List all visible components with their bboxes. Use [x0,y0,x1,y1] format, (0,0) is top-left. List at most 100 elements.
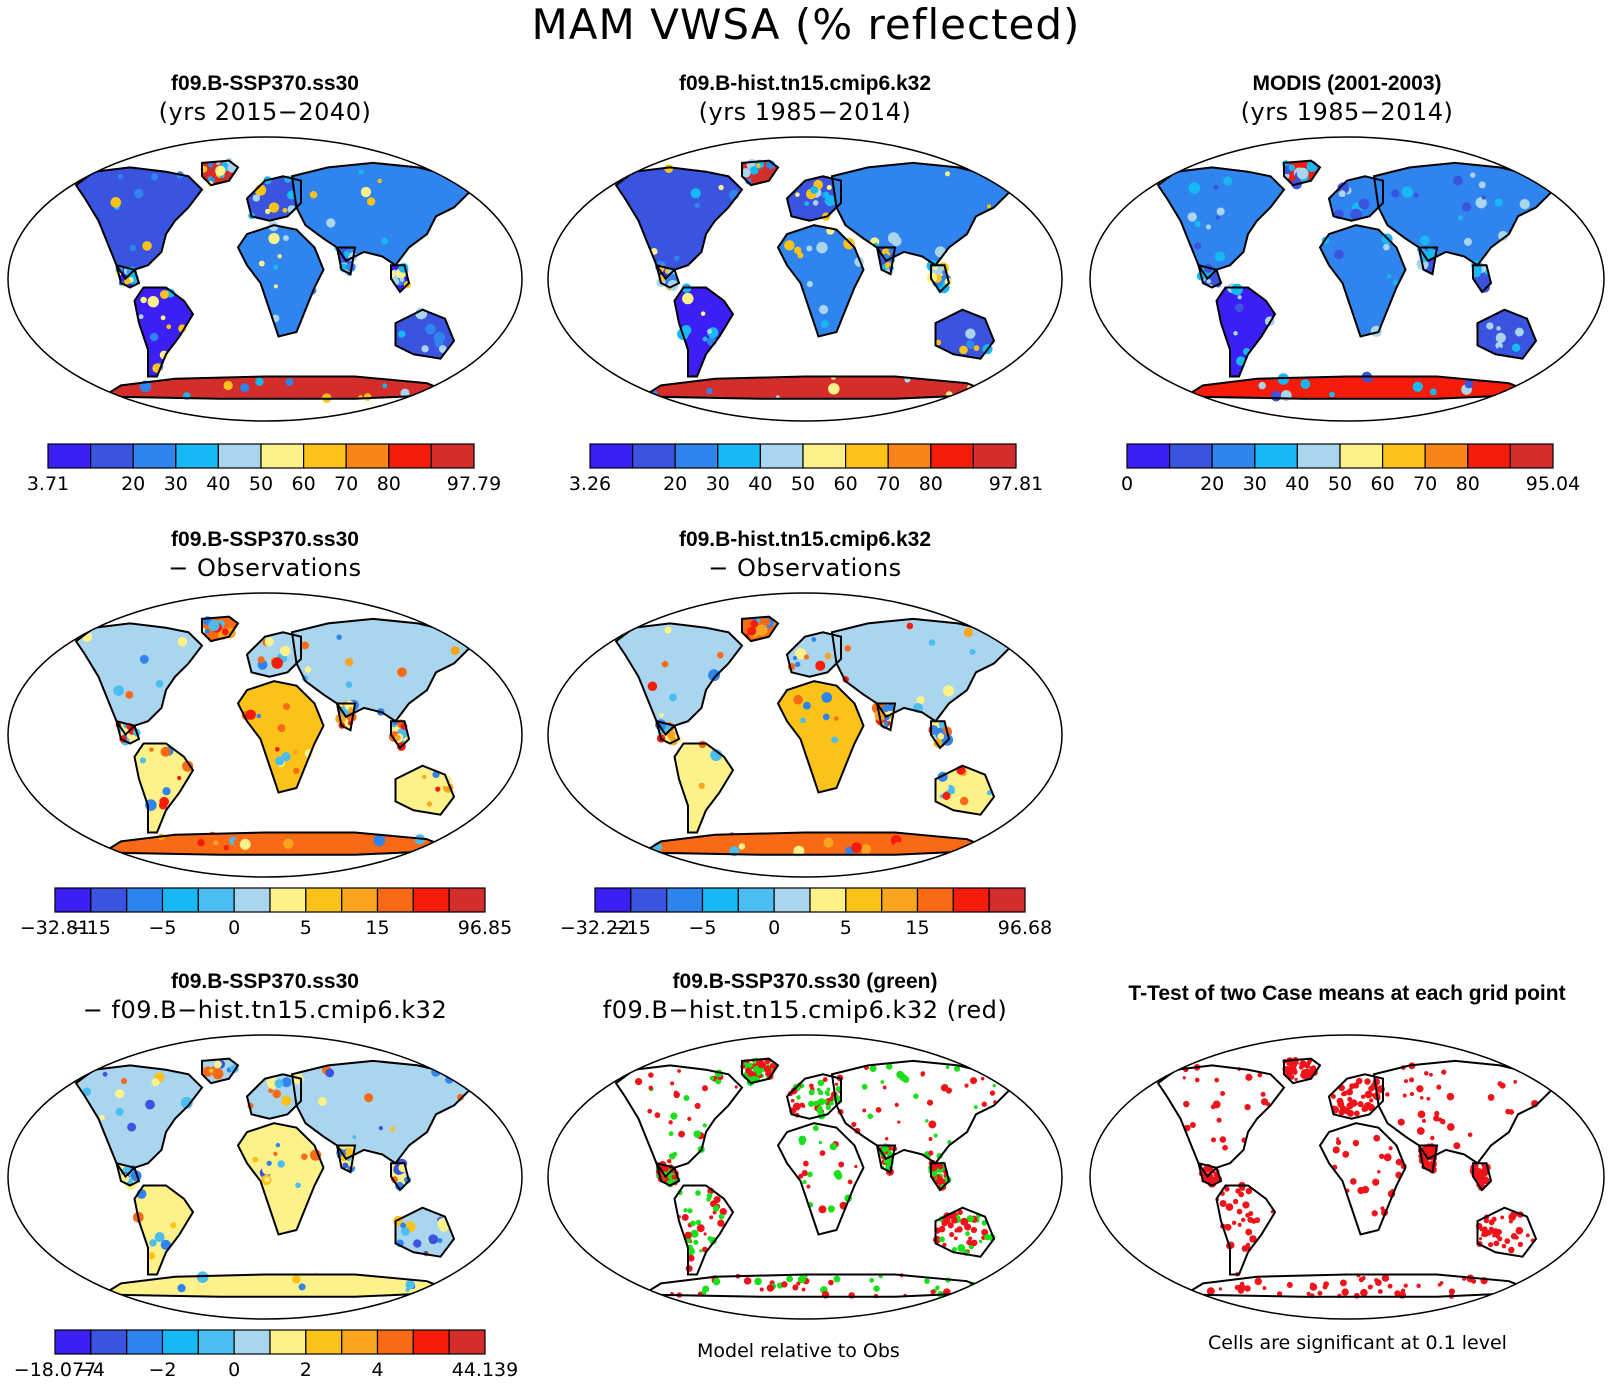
relative-cell [875,1106,882,1113]
significant-cell [1358,1277,1364,1283]
significant-cell [1202,1165,1210,1173]
significant-cell [1416,1085,1424,1093]
panel-title: f09.B-hist.tn15.cmip6.k32 [678,72,932,95]
significant-cell [1421,1118,1426,1123]
significant-cell [1508,1219,1513,1224]
coastline [776,224,865,338]
field-patch [1481,195,1487,200]
field-patch [937,733,945,740]
field-patch [833,716,839,721]
field-patch [1401,186,1414,198]
field-patch [345,1147,354,1156]
field-patch [272,1089,281,1099]
colorbar-tick-label: 60 [834,473,858,495]
field-patch [941,783,949,792]
coastline [1372,161,1556,267]
field-patch [959,345,968,355]
relative-cell [765,1060,770,1065]
relative-cell [924,1278,930,1284]
relative-cell [696,1224,705,1233]
significant-cell [1245,1073,1253,1081]
map-frame [7,136,523,422]
field-patch [177,775,182,781]
significant-cell [1453,1142,1461,1150]
coastline [930,1162,951,1192]
field-patch [1236,356,1246,366]
field-patch [421,345,429,353]
coastline [614,166,744,281]
field-patch [1300,379,1311,389]
coastline [934,308,996,360]
colorbar-tick-label: 40 [748,473,772,495]
field-patch [196,1271,209,1283]
field-patch [1270,391,1282,402]
colorbar-box [126,1329,164,1355]
relative-cell [928,1120,937,1129]
antarctica-landmass [103,832,454,855]
relative-cell [666,1158,672,1164]
field-patch [1429,388,1437,396]
relative-cell [992,1083,996,1088]
significant-cell [1219,1199,1227,1208]
field-patch [669,693,677,702]
field-patch [1358,198,1370,210]
significant-cell [1387,1283,1393,1289]
relative-cell [703,1232,707,1236]
relative-cell [930,1289,936,1295]
relative-cell [671,1178,676,1183]
field-patch [317,1097,327,1106]
colorbar-tick-label: 50 [791,473,815,495]
field-patch [360,186,372,198]
field-patch [275,1142,281,1148]
relative-cell [701,1085,709,1092]
field-patch [891,235,902,247]
field-patch [659,712,664,718]
field-patch [125,690,134,699]
field-patch [373,834,386,847]
colorbar-box [1126,443,1171,469]
significant-cell [1497,1236,1503,1242]
field-patch [222,162,227,167]
significant-cell [1416,1283,1421,1289]
field-patch [336,634,342,640]
field-patch [1234,303,1244,313]
significant-cell [1218,1287,1223,1291]
field-patch [401,1227,410,1236]
relative-cell [945,1087,952,1094]
significant-cell [1478,1237,1483,1241]
relative-cell [808,1100,815,1107]
relative-cell [897,1120,901,1124]
field-patch [301,1153,308,1160]
field-patch [1334,249,1344,260]
significant-cell [1245,1228,1253,1236]
significant-cell [1368,1098,1374,1103]
field-patch [950,789,955,794]
coastline [1197,263,1223,289]
relative-cell [941,1220,948,1227]
significant-cell [1395,1158,1403,1166]
field-patch [826,185,832,191]
field-patch [963,627,973,638]
field-patch [435,786,441,792]
relative-cell [933,1133,938,1138]
field-patch [959,796,969,806]
relative-cell [938,1236,945,1243]
significant-cell [1210,1104,1216,1110]
field-patch [281,1077,292,1088]
field-patch [99,1114,105,1121]
antarctica-landmass [643,1274,994,1297]
colorbar-box [674,443,719,469]
colorbar-tick-label: 30 [706,473,730,495]
significant-cell [1356,1077,1363,1085]
colorbar-tick-label: 60 [1371,473,1395,495]
field-patch [1211,276,1219,284]
relative-cell [966,1239,973,1246]
significant-cell [1428,1143,1436,1151]
colorbar-tick-label: 96.68 [998,917,1052,939]
field-patch [223,844,230,851]
colorbar-tick-label: 15 [905,917,929,939]
colorbar-box [430,443,475,469]
colorbar-box [89,443,134,469]
coastline [673,286,735,378]
field-patch [893,841,904,852]
